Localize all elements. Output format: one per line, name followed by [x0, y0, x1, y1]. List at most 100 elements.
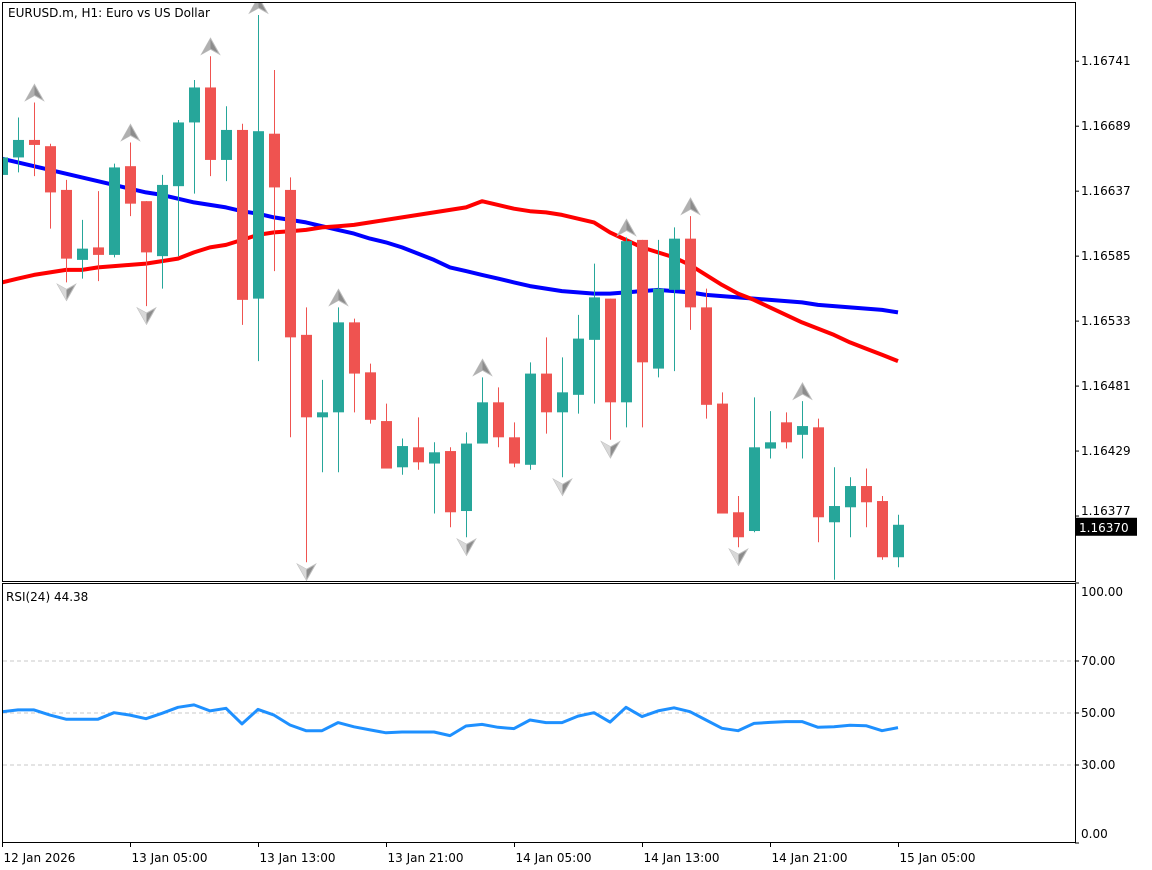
bearish-candle — [413, 417, 424, 470]
bearish-candle — [45, 143, 56, 229]
bearish-candle — [541, 337, 552, 434]
candle-body — [669, 238, 680, 290]
price-tick-label: 1.16533 — [1081, 314, 1131, 328]
candle-body — [701, 307, 712, 405]
bullish-candle — [173, 119, 184, 257]
candle-body — [637, 239, 648, 363]
candle-body — [61, 189, 72, 259]
bullish-candle — [653, 239, 664, 378]
bullish-candle — [525, 362, 536, 470]
fractal-down-arrow-icon — [600, 440, 621, 459]
candle-body — [589, 297, 600, 340]
fractal-down-arrow-icon — [456, 537, 477, 557]
bearish-candle — [141, 201, 152, 307]
fractal-up-arrow-icon — [680, 197, 701, 216]
candle-body — [3, 157, 8, 175]
candle-body — [877, 501, 888, 558]
bullish-candle — [845, 477, 856, 538]
candle-body — [717, 403, 728, 514]
rsi-tick-label: 100.00 — [1081, 585, 1123, 599]
chart-title: EURUSD.m, H1: Euro vs US Dollar — [8, 6, 210, 20]
bearish-candle — [93, 191, 104, 282]
candle-body — [829, 506, 840, 523]
rsi-tick-label: 70.00 — [1081, 654, 1115, 668]
candle-body — [429, 452, 440, 464]
bullish-candle — [333, 307, 344, 473]
bullish-candle — [573, 314, 584, 414]
bearish-candle — [717, 392, 728, 514]
moving-average-line-2 — [3, 199, 899, 363]
candle-body — [221, 129, 232, 160]
bearish-candle — [813, 418, 824, 543]
fractal-down-arrow-icon — [56, 283, 77, 302]
bearish-candle — [781, 412, 792, 449]
candle-body — [781, 422, 792, 443]
candle-body — [29, 139, 40, 145]
candle-body — [477, 402, 488, 444]
time-tick-label: 14 Jan 21:00 — [772, 851, 848, 865]
candle-body — [733, 512, 744, 538]
time-tick-label: 13 Jan 05:00 — [132, 851, 208, 865]
candle-body — [797, 426, 808, 435]
fractal-up-arrow-icon — [328, 288, 349, 307]
candle-body — [605, 298, 616, 403]
fractal-down-arrow-icon — [296, 562, 317, 581]
rsi-axis[interactable]: 100.00 70.00 50.00 30.00 0.00 — [1075, 582, 1123, 844]
bearish-candle — [509, 422, 520, 468]
candle-body — [621, 241, 632, 403]
arrow-shade — [793, 383, 803, 400]
bullish-candle — [557, 357, 568, 478]
arrow-shade — [473, 359, 483, 376]
fractal-down-arrow-icon — [136, 306, 157, 326]
candle-body — [109, 167, 120, 255]
bearish-candle — [301, 307, 312, 563]
candle-body — [397, 446, 408, 468]
price-pane[interactable]: EURUSD.m, H1: Euro vs US Dollar — [0, 0, 1076, 598]
candle-body — [861, 486, 872, 503]
candle-body — [285, 189, 296, 338]
candle-body — [205, 87, 216, 160]
current-price-label: 1.16370 — [1079, 521, 1129, 535]
bullish-candle — [461, 432, 472, 538]
price-tick-label: 1.16741 — [1081, 54, 1131, 68]
fractal-up-arrow-icon — [472, 358, 493, 377]
candle-body — [157, 184, 168, 257]
rsi-line-group — [3, 703, 899, 738]
bullish-candle — [621, 237, 632, 428]
bullish-candle — [893, 514, 904, 568]
rsi-tick-label: 0.00 — [1081, 827, 1108, 841]
arrow-shade — [617, 219, 627, 236]
bullish-candle — [157, 174, 168, 289]
candle-body — [333, 322, 344, 413]
price-tick-label: 1.16481 — [1081, 379, 1131, 393]
bearish-candle — [349, 318, 360, 413]
candle-body — [141, 201, 152, 253]
candle-body — [365, 372, 376, 420]
candles — [3, 14, 904, 580]
bullish-candle — [589, 263, 600, 404]
candle-body — [845, 486, 856, 508]
bullish-candle — [829, 467, 840, 580]
price-axis[interactable]: 1.16741 1.16689 1.16637 1.16585 1.16533 1.164… — [1075, 54, 1137, 536]
moving-averages — [3, 156, 899, 363]
candle-body — [509, 437, 520, 464]
arrow-shade — [249, 3, 259, 13]
price-tick-label: 1.16585 — [1081, 249, 1131, 263]
bullish-candle — [221, 106, 232, 182]
candle-body — [893, 524, 904, 558]
rsi-pane[interactable]: RSI(24) 44.38 — [2, 583, 1076, 843]
candle-body — [125, 166, 136, 204]
bearish-candle — [861, 468, 872, 528]
price-tick-label: 1.16637 — [1081, 184, 1131, 198]
candle-body — [813, 427, 824, 518]
bullish-candle — [477, 377, 488, 444]
candle-body — [445, 451, 456, 513]
arrow-shade — [57, 284, 67, 301]
candle-body — [557, 392, 568, 413]
time-axis[interactable]: 12 Jan 2026 13 Jan 05:00 13 Jan 13:00 13 Ja… — [2, 843, 976, 865]
bearish-candle — [29, 102, 40, 177]
bearish-candle — [205, 56, 216, 177]
price-tick-label: 1.16429 — [1081, 444, 1131, 458]
candle-body — [685, 238, 696, 308]
